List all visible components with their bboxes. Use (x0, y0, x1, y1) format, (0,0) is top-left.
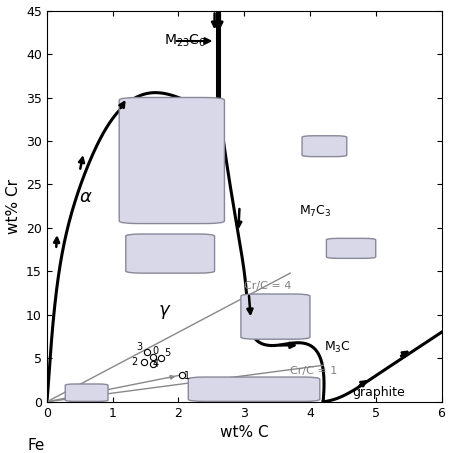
Text: Cr/C = 1: Cr/C = 1 (290, 366, 337, 376)
Text: 2: 2 (131, 357, 138, 367)
Text: α: α (80, 188, 92, 206)
Text: M$_3$C: M$_3$C (324, 340, 351, 356)
Y-axis label: wt% Cr: wt% Cr (5, 178, 21, 234)
Text: Fe: Fe (27, 438, 45, 453)
FancyBboxPatch shape (65, 384, 108, 401)
FancyBboxPatch shape (241, 294, 310, 339)
FancyBboxPatch shape (302, 136, 347, 157)
Text: M$_{23}$C$_6$: M$_{23}$C$_6$ (164, 33, 206, 49)
Text: graphite: graphite (353, 386, 405, 399)
Text: 4: 4 (153, 360, 159, 370)
FancyBboxPatch shape (188, 377, 320, 401)
Text: 1: 1 (184, 371, 190, 381)
Text: Cr/C = 4: Cr/C = 4 (244, 281, 291, 291)
FancyBboxPatch shape (119, 97, 225, 224)
Text: 3: 3 (136, 342, 142, 352)
Text: M$_7$C$_3$: M$_7$C$_3$ (299, 204, 331, 219)
Text: 0: 0 (152, 346, 158, 356)
Text: γ: γ (159, 301, 169, 319)
Text: 5: 5 (164, 348, 170, 358)
FancyBboxPatch shape (327, 238, 376, 258)
FancyBboxPatch shape (126, 234, 215, 273)
X-axis label: wt% C: wt% C (220, 425, 268, 440)
